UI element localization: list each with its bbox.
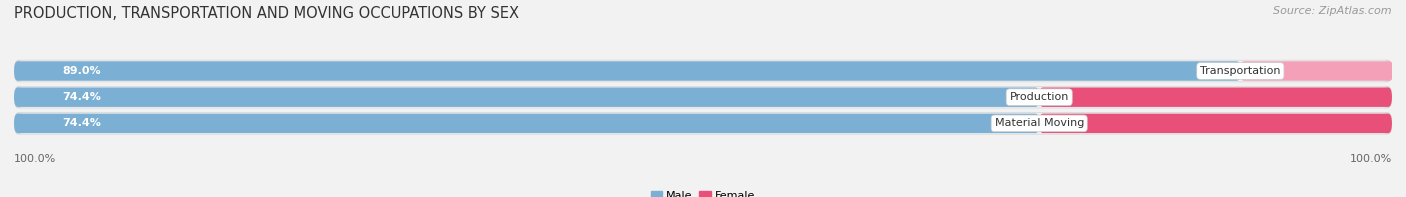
Legend: Male, Female: Male, Female bbox=[647, 186, 759, 197]
FancyBboxPatch shape bbox=[1039, 87, 1392, 107]
FancyBboxPatch shape bbox=[14, 60, 1392, 82]
Text: 100.0%: 100.0% bbox=[1350, 154, 1392, 164]
FancyBboxPatch shape bbox=[1039, 114, 1392, 133]
FancyBboxPatch shape bbox=[14, 112, 1392, 135]
Text: 89.0%: 89.0% bbox=[62, 66, 101, 76]
FancyBboxPatch shape bbox=[14, 114, 1039, 133]
Text: 74.4%: 74.4% bbox=[62, 118, 101, 128]
Text: Production: Production bbox=[1010, 92, 1069, 102]
FancyBboxPatch shape bbox=[18, 60, 1388, 82]
FancyBboxPatch shape bbox=[18, 113, 1388, 134]
Text: Material Moving: Material Moving bbox=[994, 118, 1084, 128]
Text: 74.4%: 74.4% bbox=[62, 92, 101, 102]
Text: 100.0%: 100.0% bbox=[14, 154, 56, 164]
FancyBboxPatch shape bbox=[14, 86, 1392, 108]
FancyBboxPatch shape bbox=[14, 61, 1240, 81]
Text: Transportation: Transportation bbox=[1201, 66, 1281, 76]
FancyBboxPatch shape bbox=[14, 87, 1039, 107]
Text: PRODUCTION, TRANSPORTATION AND MOVING OCCUPATIONS BY SEX: PRODUCTION, TRANSPORTATION AND MOVING OC… bbox=[14, 6, 519, 21]
FancyBboxPatch shape bbox=[18, 87, 1388, 108]
Text: Source: ZipAtlas.com: Source: ZipAtlas.com bbox=[1274, 6, 1392, 16]
FancyBboxPatch shape bbox=[1240, 61, 1393, 81]
